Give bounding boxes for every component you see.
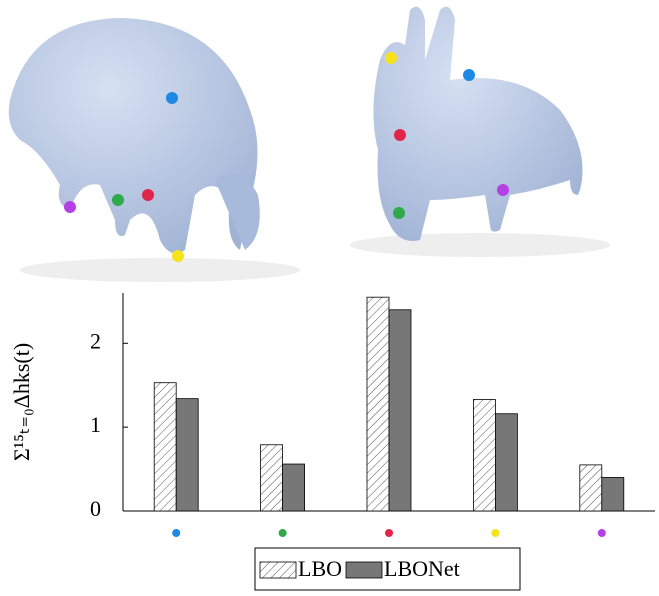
bar: [579, 464, 603, 512]
bunny-right: [350, 6, 610, 257]
category-dot: [278, 529, 287, 537]
legend-swatch: [259, 561, 297, 579]
y-tick-label: 1: [90, 412, 101, 437]
bar: [282, 463, 306, 512]
bar: [366, 296, 390, 512]
bar: [494, 413, 518, 512]
bar: [175, 398, 199, 512]
legend-label: LBONet: [384, 556, 460, 581]
category-dot: [491, 529, 500, 537]
y-tick-label: 2: [90, 328, 101, 353]
bunny-left: [8, 18, 300, 282]
legend: [254, 547, 521, 591]
legend-label: LBO: [298, 556, 342, 581]
bar: [472, 399, 496, 512]
y-axis-label: Σ¹⁵ₜ₌₀Δhks(t): [9, 343, 34, 461]
category-dot: [597, 529, 606, 537]
legend-swatch: [345, 561, 383, 579]
category-dot: [172, 529, 181, 537]
bar: [260, 444, 284, 512]
bar: [601, 477, 625, 512]
bar: [153, 382, 177, 512]
bar: [388, 309, 412, 512]
category-dot: [385, 529, 393, 537]
y-tick-label: 0: [90, 496, 101, 521]
